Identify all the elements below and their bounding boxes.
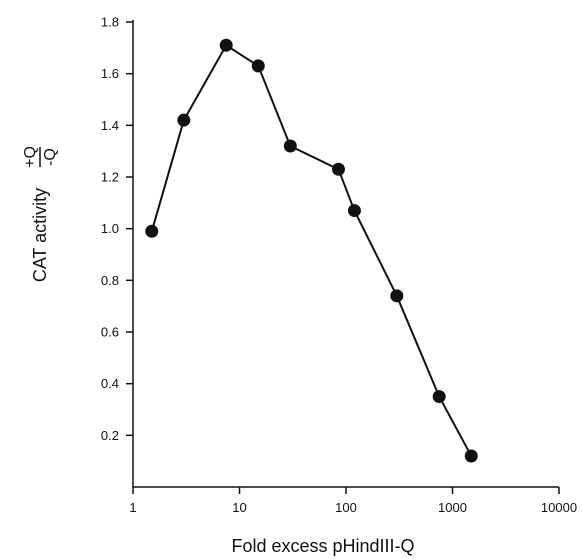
x-tick-label: 10000 bbox=[541, 500, 577, 515]
y-tick-label: 0.6 bbox=[101, 325, 119, 340]
y-tick-label: 0.2 bbox=[101, 428, 119, 443]
x-axis-title: Fold excess pHindIII-Q bbox=[231, 536, 414, 556]
y-tick-label: 1.2 bbox=[101, 170, 119, 185]
y-tick-label: 1.0 bbox=[101, 221, 119, 236]
data-point bbox=[251, 59, 265, 73]
y-tick-label: 1.6 bbox=[101, 66, 119, 81]
x-tick-label: 1 bbox=[129, 500, 136, 515]
x-tick-label: 1000 bbox=[438, 500, 467, 515]
y-axis-fraction: +Q -Q bbox=[22, 146, 59, 168]
y-axis-fraction-numerator: +Q bbox=[22, 146, 39, 168]
data-point bbox=[432, 390, 446, 404]
data-point bbox=[390, 289, 404, 303]
y-tick-label: 0.4 bbox=[101, 376, 119, 391]
x-tick-label: 10 bbox=[232, 500, 246, 515]
data-point bbox=[347, 204, 361, 218]
data-point bbox=[219, 38, 233, 52]
y-axis-title: CAT activity +Q -Q bbox=[22, 146, 59, 282]
x-tick-label: 100 bbox=[335, 500, 357, 515]
y-axis-fraction-denominator: -Q bbox=[42, 148, 59, 166]
data-point bbox=[177, 113, 191, 127]
y-ticks: 0.2 0.4 0.6 0.8 1.0 1.2 1.4 1.6 1.8 bbox=[101, 15, 133, 443]
y-tick-label: 1.8 bbox=[101, 15, 119, 30]
y-axis-title-text: CAT activity bbox=[30, 188, 50, 282]
data-point bbox=[145, 224, 159, 238]
series-line bbox=[150, 43, 473, 457]
y-tick-label: 0.8 bbox=[101, 273, 119, 288]
plot-area bbox=[145, 38, 478, 463]
axes bbox=[132, 20, 559, 488]
data-points bbox=[145, 38, 478, 463]
x-ticks: 1 10 100 1000 10000 bbox=[129, 487, 577, 515]
data-point bbox=[464, 449, 478, 463]
data-point bbox=[283, 139, 297, 153]
y-tick-label: 1.4 bbox=[101, 118, 119, 133]
data-point bbox=[331, 162, 345, 176]
